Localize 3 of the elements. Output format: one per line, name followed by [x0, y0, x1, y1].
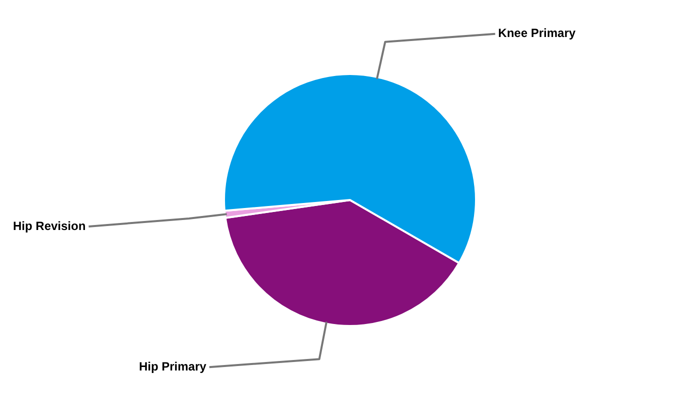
slice-label: Knee Primary: [498, 26, 576, 40]
slice-label: Hip Primary: [138, 359, 207, 374]
slice-label: Hip Revision: [12, 218, 86, 233]
